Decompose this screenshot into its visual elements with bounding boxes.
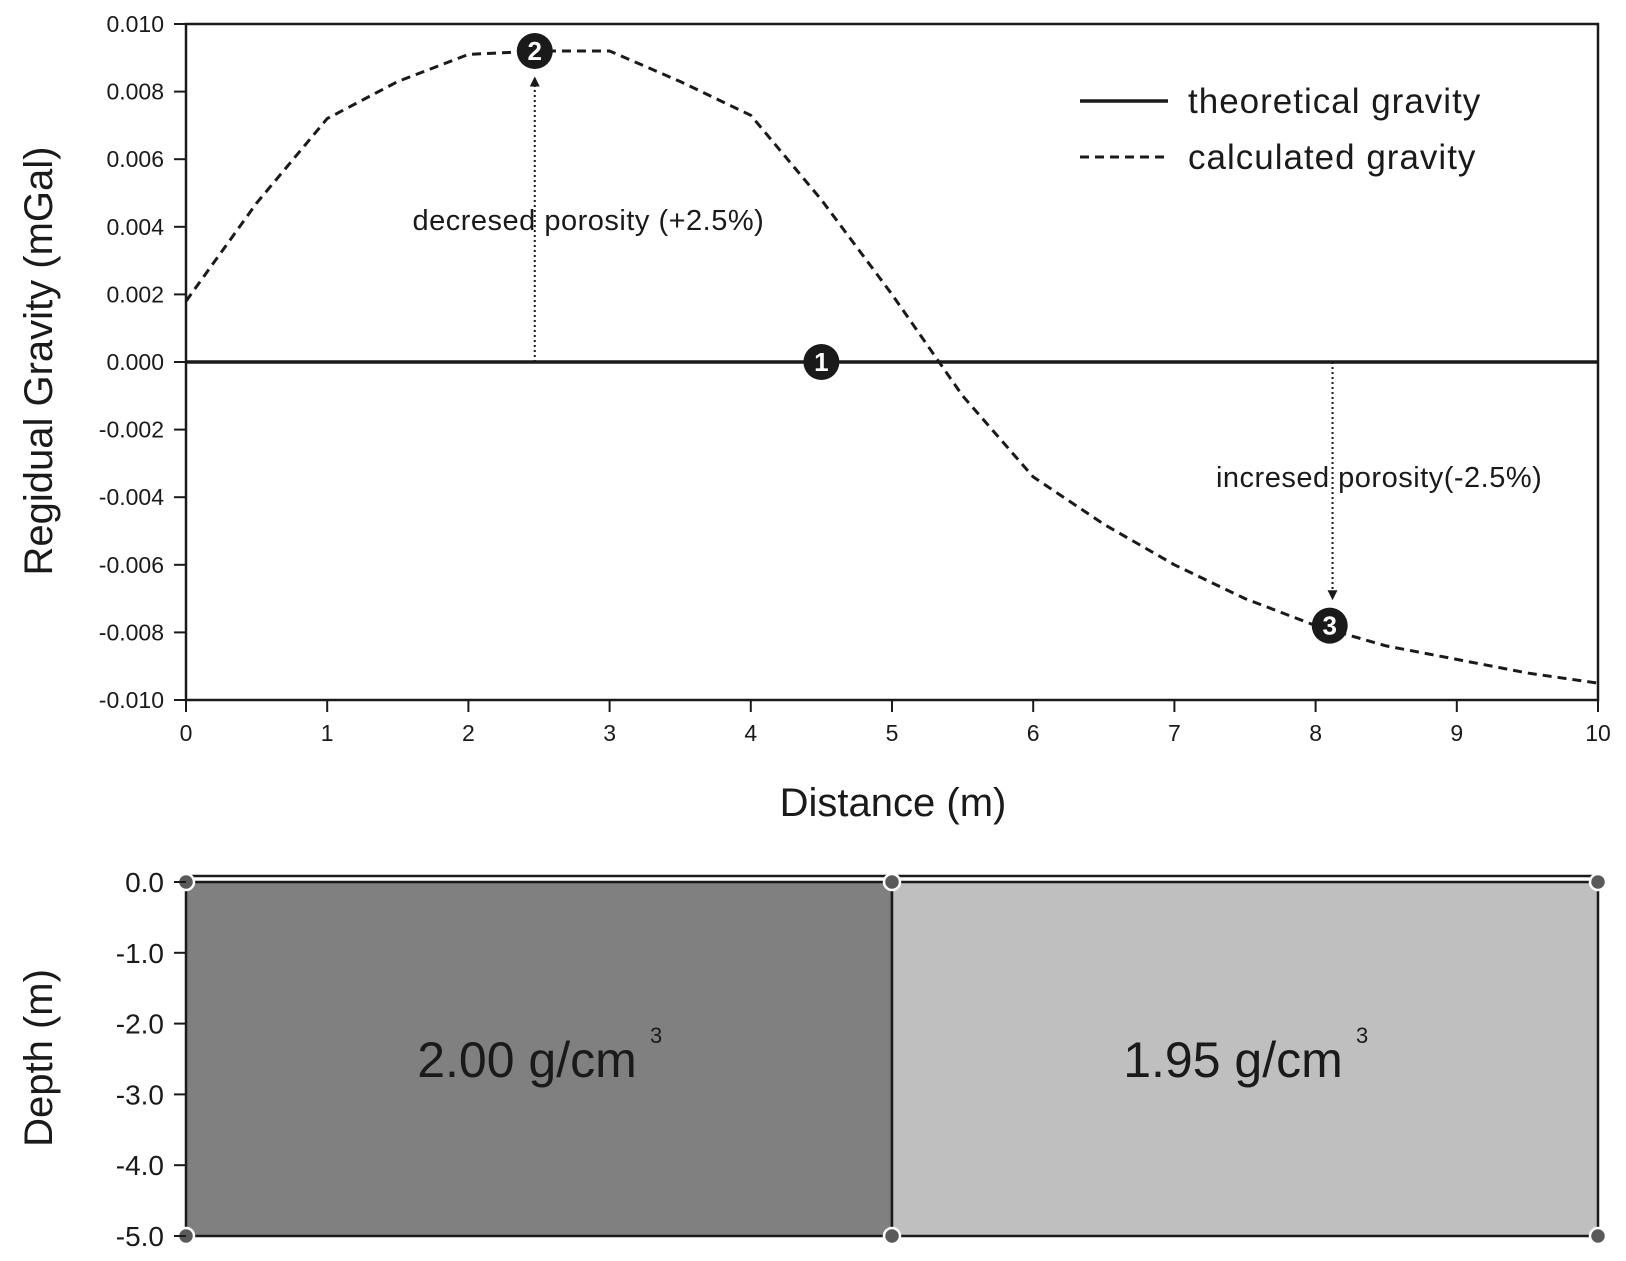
x-tick-label: 10 <box>1585 720 1611 746</box>
y-tick-label: 0.006 <box>106 146 164 172</box>
y-tick-label: -0.008 <box>99 619 164 645</box>
y-tick-label: 0.008 <box>106 79 164 105</box>
point-marker-label: 2 <box>528 36 542 66</box>
calculated-gravity-line <box>184 49 1599 685</box>
gravity-plot-area: decresed porosity (+2.5%) incresed porosi… <box>184 22 1600 702</box>
point-marker-3 <box>1311 607 1348 644</box>
depth-tick-label: -4.0 <box>116 1150 164 1181</box>
y-tick-label: 0.004 <box>106 214 164 240</box>
block-vertex-node <box>882 1226 902 1246</box>
density-label: 2.00 g/cm <box>417 1032 637 1088</box>
legend-label: calculated gravity <box>1188 138 1476 177</box>
depth-ticks: 0.0 -1.0 -2.0 -3.0 -4.0 -5.0 <box>116 867 186 1252</box>
depth-tick-label: -2.0 <box>116 1009 164 1040</box>
density-label: 1.95 g/cm <box>1123 1032 1343 1088</box>
legend-label: theoretical gravity <box>1188 82 1481 121</box>
density-block <box>890 880 1600 1238</box>
block-vertex-node <box>1588 872 1608 892</box>
density-block <box>184 880 894 1238</box>
depth-tick-label: -5.0 <box>116 1221 164 1252</box>
x-tick-label: 7 <box>1168 720 1181 746</box>
depth-tick-label: 0.0 <box>125 867 164 898</box>
point-marker-label: 1 <box>814 347 828 377</box>
x-tick-label: 2 <box>462 720 475 746</box>
point-marker-label: 3 <box>1322 611 1336 641</box>
y-tick-label: 0.000 <box>106 349 164 375</box>
x-tick-label: 4 <box>744 720 757 746</box>
x-tick-label: 8 <box>1309 720 1322 746</box>
x-tick-label: 5 <box>886 720 899 746</box>
gravity-ticks: 0 1 2 3 4 5 6 7 8 9 10 0.010 0.008 0.006 0.004 0.002 0.0… <box>99 11 1611 746</box>
density-superscript: 3 <box>1356 1023 1368 1048</box>
x-tick-label: 3 <box>603 720 616 746</box>
x-tick-label: 0 <box>180 720 193 746</box>
annotation-label: incresed porosity(-2.5%) <box>1216 462 1542 494</box>
point-marker-1 <box>803 344 840 380</box>
gravity-legend: theoretical gravity calculated gravity <box>1080 82 1481 177</box>
gravity-y-axis-title: Regidual Gravity (mGal) <box>17 146 61 575</box>
depth-axis-title: Depth (m) <box>17 969 61 1147</box>
density-superscript: 3 <box>650 1023 662 1048</box>
x-tick-label: 6 <box>1027 720 1040 746</box>
annotation-label: decresed porosity (+2.5%) <box>413 205 765 237</box>
y-tick-label: -0.006 <box>99 552 164 578</box>
y-tick-label: -0.010 <box>99 687 164 713</box>
gravity-x-axis-title: Distance (m) <box>780 781 1007 825</box>
x-tick-label: 1 <box>321 720 334 746</box>
density-blocks: 2.00 g/cm 3 1.95 g/cm 3 <box>176 872 1608 1246</box>
block-vertex-node <box>882 872 902 892</box>
point-marker-2 <box>516 33 553 70</box>
block-vertex-node <box>1588 1226 1608 1246</box>
density-model: 2.00 g/cm 3 1.95 g/cm 3 0.0 -1.0 -2.0 -3.0 -4.0… <box>17 867 1608 1252</box>
y-tick-label: 0.002 <box>106 281 164 307</box>
y-tick-label: 0.010 <box>106 11 164 37</box>
x-tick-label: 9 <box>1450 720 1463 746</box>
depth-tick-label: -1.0 <box>116 938 164 969</box>
depth-tick-label: -3.0 <box>116 1079 164 1110</box>
gravity-chart: decresed porosity (+2.5%) incresed porosi… <box>17 11 1611 825</box>
y-tick-label: -0.002 <box>99 417 164 443</box>
y-tick-label: -0.004 <box>99 484 164 510</box>
